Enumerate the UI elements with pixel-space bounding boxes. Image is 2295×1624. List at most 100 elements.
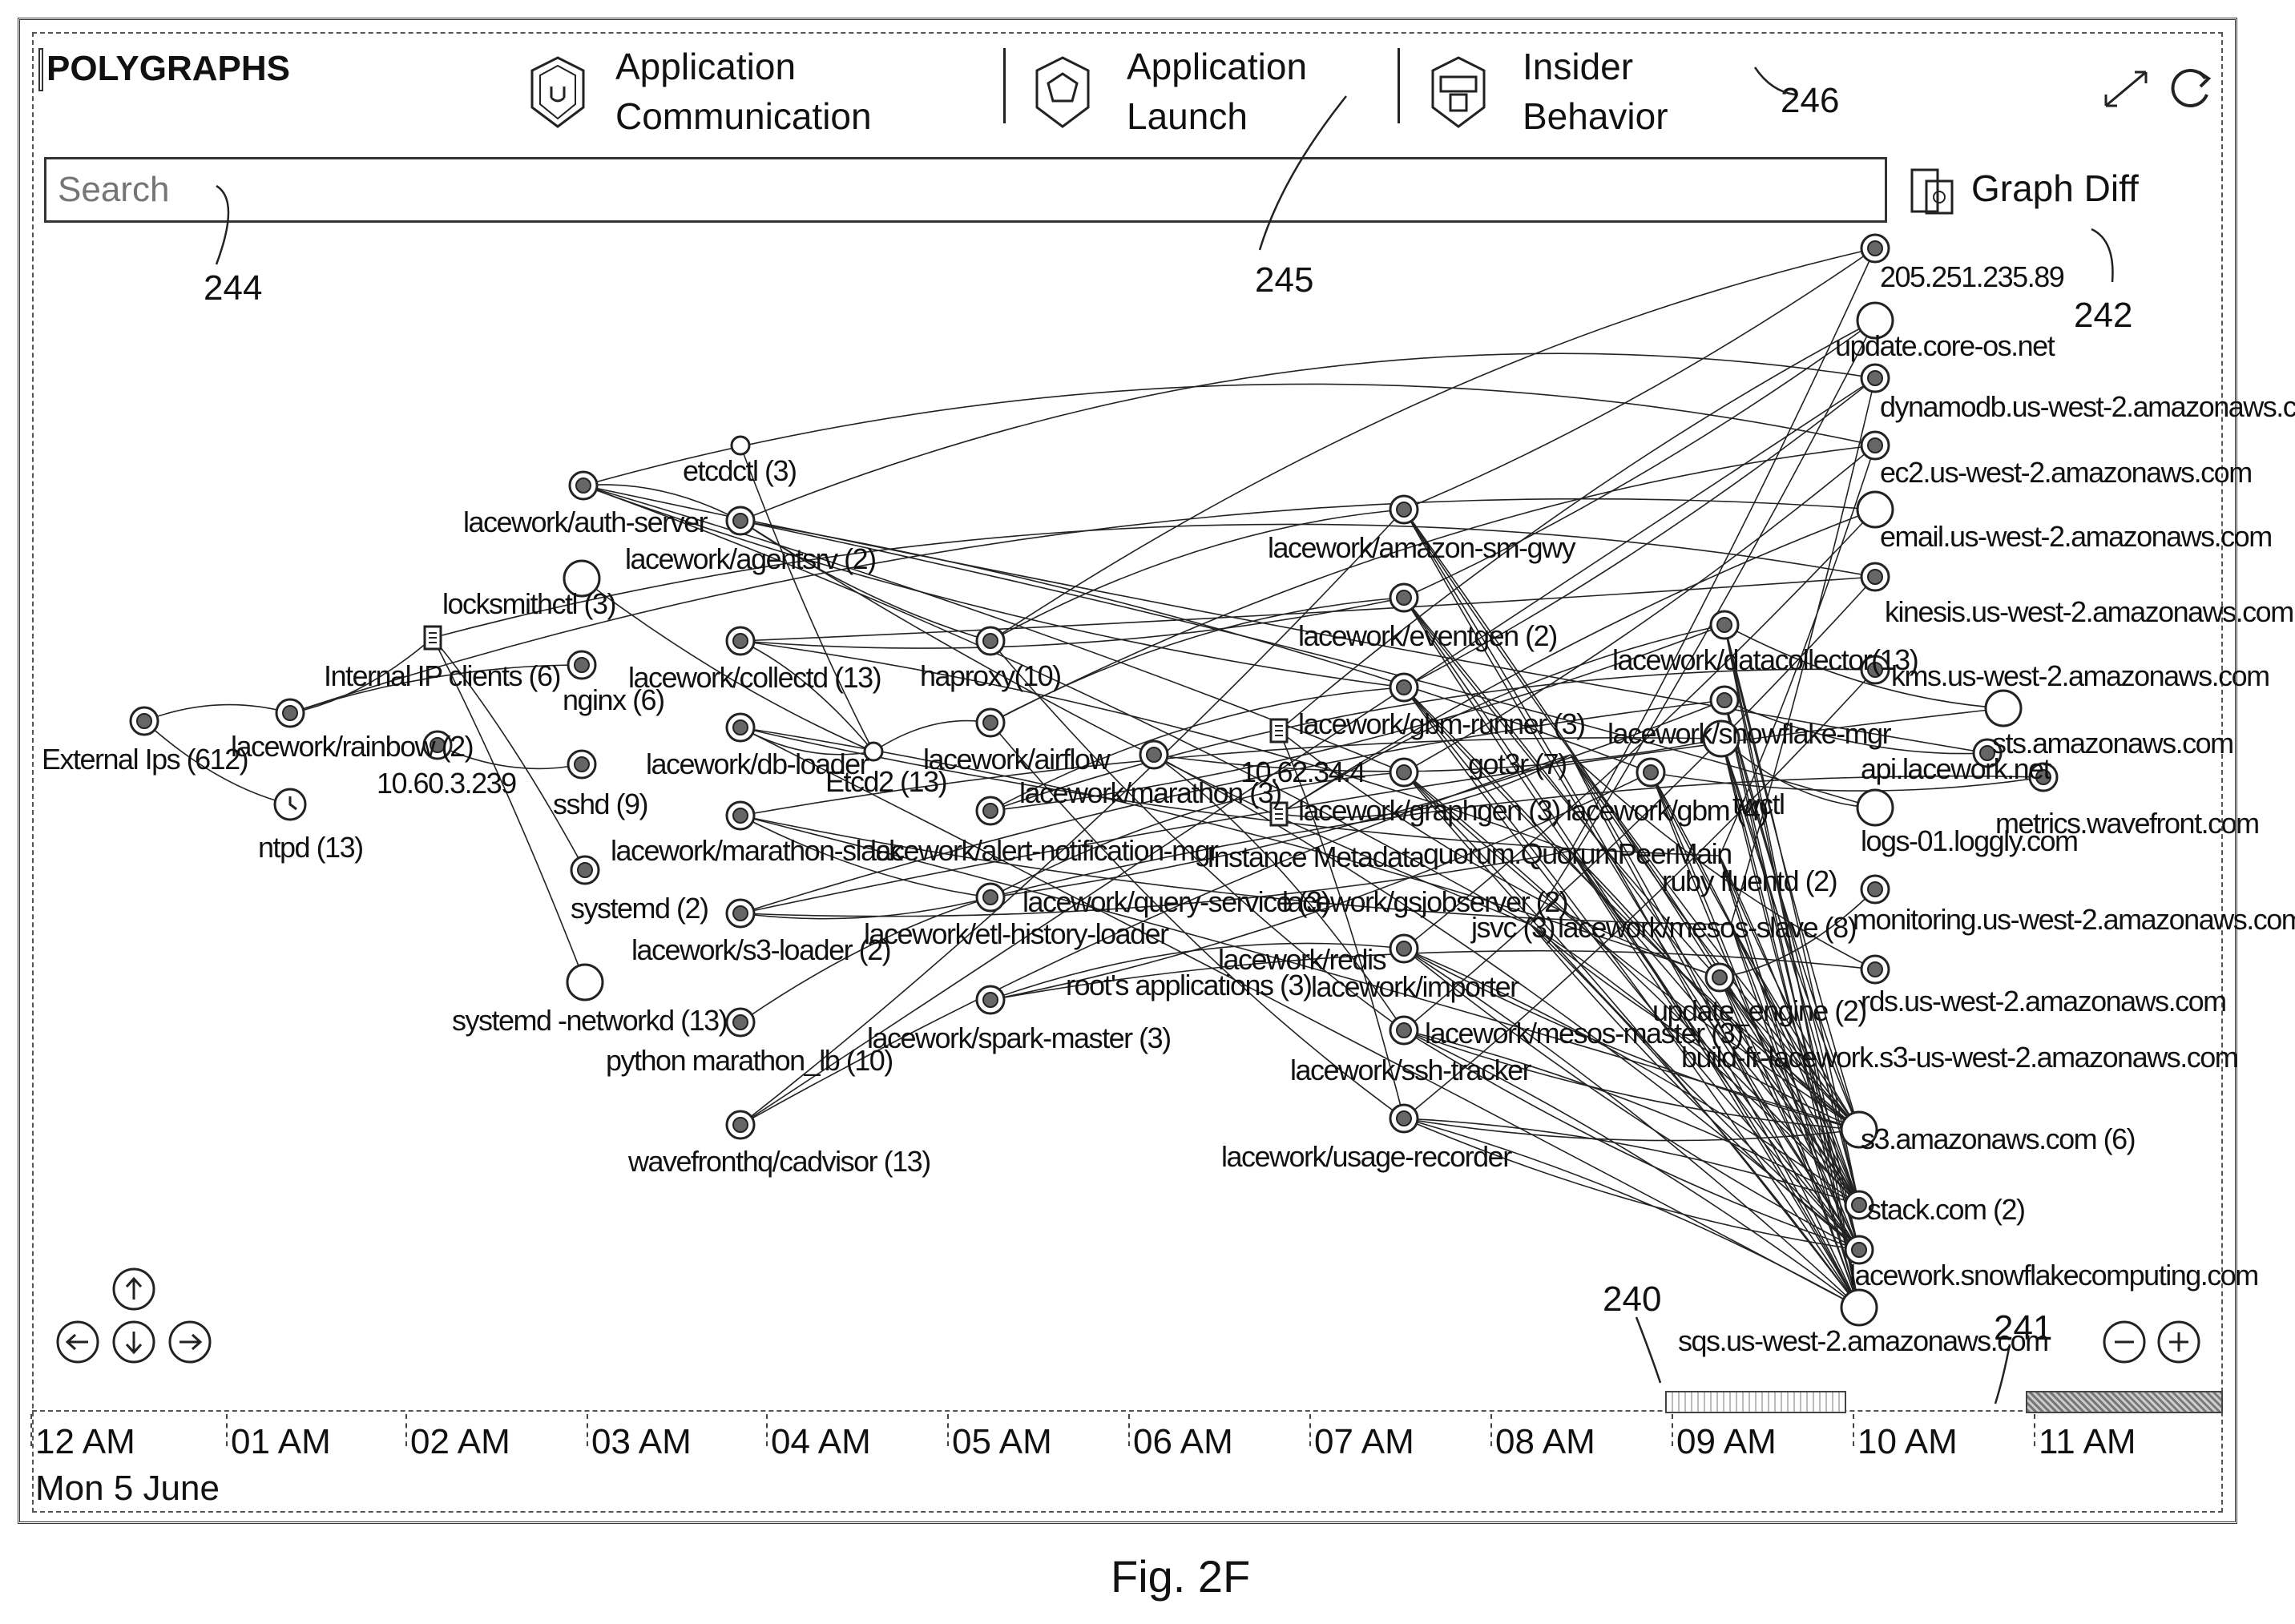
destination-node-3[interactable] — [1860, 430, 1890, 461]
node-internal-ip-clients[interactable] — [423, 625, 442, 651]
destination-node-7[interactable] — [1984, 689, 2023, 727]
node-lw-alert[interactable] — [975, 796, 1006, 826]
timeline-tick-label[interactable]: 03 AM — [591, 1422, 692, 1461]
graph-edge — [990, 248, 1876, 642]
destination-node-14[interactable] — [1844, 1190, 1874, 1220]
node-lw-airflow[interactable] — [975, 707, 1006, 738]
node-ip-10-60[interactable] — [422, 730, 453, 760]
node-sshd[interactable] — [567, 749, 597, 780]
timeline-tick-label[interactable]: 08 AM — [1495, 1422, 1595, 1461]
timeline-tick-label[interactable]: 02 AM — [410, 1422, 510, 1461]
node-label-lw-snowflake-mgr: lacework/snowflake-mgr — [1607, 717, 1892, 750]
timeline-tick-mark — [587, 1414, 588, 1446]
node-systemd[interactable] — [570, 855, 600, 885]
destination-node-12[interactable] — [1860, 954, 1890, 985]
node-lw-collectd[interactable] — [725, 626, 756, 656]
node-haproxy[interactable] — [975, 626, 1006, 656]
node-label-lw-collectd: lacework/collectd (13) — [628, 661, 882, 694]
node-external-ips[interactable] — [129, 706, 159, 736]
destination-node-15[interactable] — [1844, 1235, 1874, 1265]
destination-node-1[interactable] — [1856, 301, 1894, 340]
app-launch-icon — [1035, 56, 1090, 128]
node-locksmithctl[interactable] — [563, 559, 601, 598]
node-label-lw-marathon: lacework/marathon (3) — [1019, 776, 1282, 809]
node-lw-s3loader[interactable] — [725, 898, 756, 929]
node-etcdctl[interactable] — [730, 435, 751, 456]
node-lw-graphgen[interactable] — [1389, 757, 1419, 788]
node-lw-gbm[interactable] — [1636, 757, 1666, 788]
destination-node-2[interactable] — [1860, 363, 1890, 393]
arrow-up-icon[interactable] — [109, 1264, 159, 1314]
zoom-in-icon[interactable] — [2154, 1317, 2204, 1367]
node-lw-spark[interactable] — [975, 985, 1006, 1015]
node-update-engine[interactable] — [1704, 962, 1735, 993]
graph-edge — [1403, 509, 1860, 1251]
arrow-left-icon[interactable] — [53, 1317, 103, 1367]
search-box[interactable] — [44, 157, 1887, 223]
node-label-lw-importer: lacework/importer — [1311, 970, 1519, 1003]
arrow-right-icon[interactable] — [165, 1317, 215, 1367]
node-lw-importer[interactable] — [1389, 933, 1419, 964]
timeline-tick-label[interactable]: 10 AM — [1857, 1422, 1958, 1461]
timeline-selection-240[interactable] — [1665, 1391, 1846, 1413]
node-lw-auth[interactable] — [568, 470, 599, 501]
timeline-tick-label[interactable]: 05 AM — [952, 1422, 1052, 1461]
graph-edge — [1153, 738, 1722, 772]
destination-node-10[interactable] — [1856, 788, 1894, 827]
node-lw-mesos-master[interactable] — [1389, 1015, 1419, 1046]
destination-node-6[interactable] — [1860, 655, 1890, 685]
node-wavefront[interactable] — [725, 1110, 756, 1140]
ref-number-245: 245 — [1255, 260, 1314, 300]
node-systemd-networkd[interactable] — [566, 963, 604, 1001]
zoom-out-icon[interactable] — [2099, 1317, 2149, 1367]
timeline-tick-label[interactable]: 01 AM — [231, 1422, 331, 1461]
timeline-tick-label[interactable]: 07 AM — [1314, 1422, 1414, 1461]
timeline-tick-label[interactable]: 06 AM — [1133, 1422, 1233, 1461]
node-lw-amazon-sm[interactable] — [1389, 494, 1419, 525]
graph-edge — [740, 815, 991, 898]
node-ip-10-62[interactable] — [1269, 718, 1289, 743]
destination-node-13[interactable] — [1840, 1110, 1878, 1149]
node-twctl[interactable] — [1702, 719, 1740, 758]
timeline-tick-label[interactable]: 11 AM — [2039, 1422, 2136, 1461]
node-python-marathon[interactable] — [725, 1007, 756, 1038]
timeline-tick-label[interactable]: 04 AM — [771, 1422, 871, 1461]
timeline-tick-label[interactable]: 12 AM — [35, 1422, 135, 1461]
graph-edge — [990, 775, 2044, 898]
destination-node-5[interactable] — [1860, 562, 1890, 592]
timeline-selection-241[interactable] — [2026, 1391, 2223, 1413]
graph-edge — [1403, 1118, 1860, 1142]
graph-edge — [1403, 772, 1860, 1206]
destination-node-9[interactable] — [2028, 762, 2059, 792]
node-label-ruby-fluentd: ruby fluentd (2) — [1662, 864, 1838, 897]
expand-icon[interactable] — [2098, 64, 2154, 112]
node-etcd2[interactable] — [863, 741, 884, 762]
destination-node-0[interactable] — [1860, 233, 1890, 264]
node-ntpd[interactable] — [273, 788, 307, 821]
node-lw-rainbow[interactable] — [275, 698, 305, 728]
arrow-down-icon[interactable] — [109, 1317, 159, 1367]
node-lw-agentsrv[interactable] — [725, 506, 756, 536]
node-nginx[interactable] — [567, 650, 597, 680]
refresh-icon[interactable] — [2164, 61, 2216, 114]
destination-node-4[interactable] — [1856, 490, 1894, 529]
destination-label-13: s3.amazonaws.com (6) — [1861, 1122, 2136, 1155]
node-instance-meta[interactable] — [1269, 801, 1289, 827]
destination-node-16[interactable] — [1840, 1288, 1878, 1327]
node-lw-dbloader[interactable] — [725, 712, 756, 743]
graph-edge — [740, 353, 1876, 522]
destination-label-1: update.core-os.net — [1835, 329, 2055, 362]
search-input[interactable] — [46, 159, 1885, 220]
destination-node-11[interactable] — [1860, 874, 1890, 905]
node-lw-gbm-runner[interactable] — [1389, 672, 1419, 703]
node-lw-marathon[interactable] — [1139, 739, 1169, 770]
node-lw-eventgen[interactable] — [1389, 582, 1419, 613]
destination-node-8[interactable] — [1972, 738, 2003, 768]
timeline-tick-label[interactable]: 09 AM — [1676, 1422, 1777, 1461]
node-lw-marathon-slack[interactable] — [725, 800, 756, 831]
node-lw-etl[interactable] — [975, 882, 1006, 913]
node-lw-usage[interactable] — [1389, 1103, 1419, 1134]
node-lw-snowflake-mgr[interactable] — [1709, 685, 1740, 715]
node-lw-datacollector[interactable] — [1709, 610, 1740, 640]
timeline-date: Mon 5 June — [35, 1469, 220, 1508]
